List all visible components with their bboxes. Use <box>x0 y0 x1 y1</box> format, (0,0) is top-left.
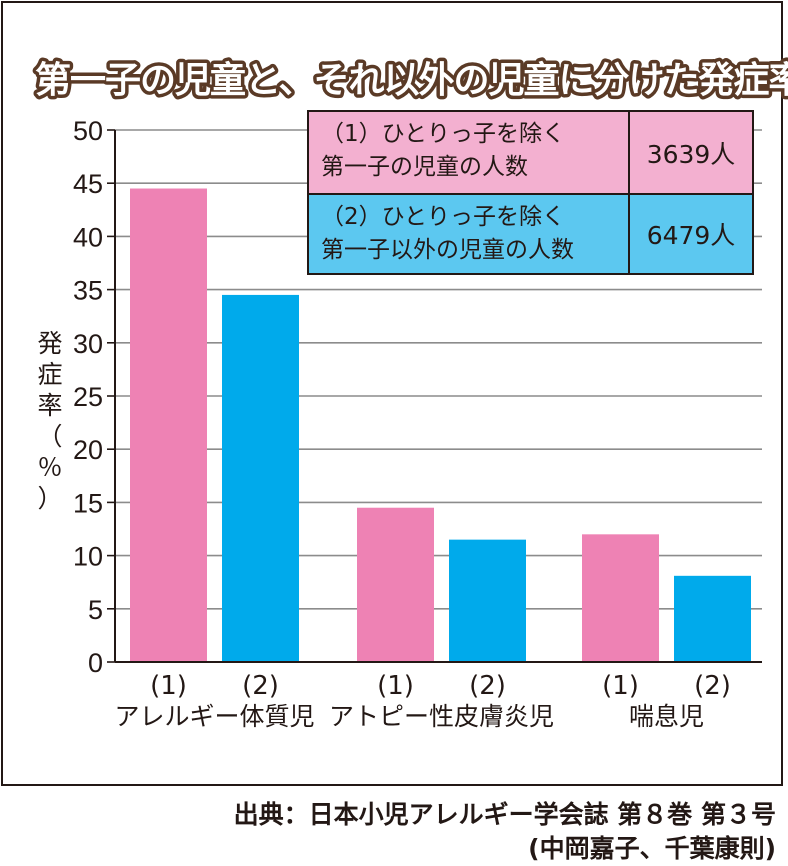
y-axis-label-char: ） <box>37 484 62 513</box>
bar <box>674 575 751 662</box>
y-tick-label: 15 <box>73 488 103 518</box>
legend-row-1-count: 3639人 <box>646 139 736 169</box>
bar <box>222 294 299 662</box>
bar <box>357 507 434 662</box>
bar <box>130 188 207 662</box>
y-axis-label-char: （ <box>37 422 62 451</box>
y-tick-label: 30 <box>73 329 103 359</box>
y-tick-label: 45 <box>73 169 103 199</box>
legend-table: （1）ひとりっ子を除く 第一子の児童の人数 3639人 （2）ひとりっ子を除く … <box>307 110 754 275</box>
category-label: 喘息児 <box>629 702 704 731</box>
y-tick-label: 5 <box>88 595 103 625</box>
category-label: アトピー性皮膚炎児 <box>329 702 554 731</box>
y-tick-label: 25 <box>73 382 103 412</box>
y-tick-label: 10 <box>73 542 103 572</box>
legend-row-1-description: （1）ひとりっ子を除く 第一子の児童の人数 <box>309 112 630 193</box>
category-label: アレルギー体質児 <box>114 702 314 731</box>
legend-row-2-count: 6479人 <box>646 221 736 250</box>
bars <box>130 188 751 662</box>
bar <box>449 539 526 662</box>
y-tick-label: 50 <box>73 116 103 146</box>
y-tick-labels: 0 5 10 15 20 25 30 35 40 45 50 <box>73 116 115 678</box>
bar-sub-label: (2) <box>469 671 506 701</box>
y-tick-label: 35 <box>73 276 103 306</box>
legend-row-2-description: （2）ひとりっ子を除く 第一子以外の児童の人数 <box>309 195 630 273</box>
y-axis-label-char: 発 <box>37 329 62 358</box>
y-axis-label-char: 症 <box>37 360 62 389</box>
legend-row-2-line1: （2）ひとりっ子を除く <box>321 204 565 230</box>
legend-row-2: （2）ひとりっ子を除く 第一子以外の児童の人数 6479人 <box>309 195 752 273</box>
y-axis-label: 発症率（％） <box>37 329 62 513</box>
category-labels: アレルギー体質児 アトピー性皮膚炎児 喘息児 <box>114 702 704 731</box>
chart-title: 第一子の児童と、それ以外の児童に分けた発症率 <box>35 59 788 101</box>
legend-row-2-line2: 第一子以外の児童の人数 <box>321 237 574 263</box>
y-axis-label-char: 率 <box>37 391 62 420</box>
bar-sub-label: (1) <box>377 671 414 701</box>
bar-sub-label: (2) <box>242 671 279 701</box>
source-citation: 出典：日本小児アレルギー学会誌 第８巻 第３号 <box>233 800 776 829</box>
legend-row-1-line1: （1）ひとりっ子を除く <box>321 121 565 147</box>
bar-sub-label: (2) <box>694 671 731 701</box>
bar-sub-label: (1) <box>150 671 187 701</box>
bar-sub-label: (1) <box>602 671 639 701</box>
legend-row-1: （1）ひとりっ子を除く 第一子の児童の人数 3639人 <box>309 112 752 195</box>
legend-row-1-line2: 第一子の児童の人数 <box>321 154 528 180</box>
y-tick-label: 40 <box>73 222 103 252</box>
y-axis-label-char: ％ <box>37 453 62 482</box>
sub-labels: (1) (2) (1) (2) (1) (2) <box>150 671 731 701</box>
y-tick-label: 0 <box>88 648 103 678</box>
bar <box>582 534 659 662</box>
source-authors: (中岡嘉子、千葉康則) <box>528 834 776 863</box>
y-tick-label: 20 <box>73 435 103 465</box>
